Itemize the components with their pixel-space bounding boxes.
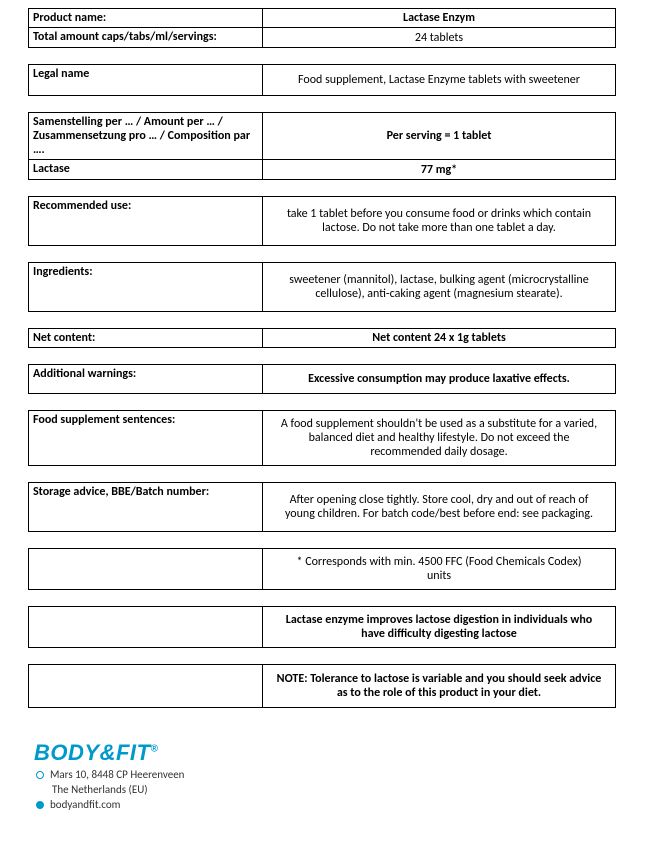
group-supplement: Food supplement sentences: A food supple…: [28, 410, 622, 466]
value-legal-name: Food supplement, Lactase Enzyme tablets …: [263, 64, 616, 96]
row-supplement: Food supplement sentences: A food supple…: [28, 410, 622, 466]
label-note-empty: [28, 664, 263, 708]
label-product-name: Product name:: [28, 8, 263, 28]
address2: The Netherlands (EU): [52, 783, 148, 796]
label-total-amount: Total amount caps/tabs/ml/servings:: [28, 28, 263, 48]
group-legal: Legal name Food supplement, Lactase Enzy…: [28, 64, 622, 96]
label-lactase: Lactase: [28, 160, 263, 180]
group-note: NOTE: Tolerance to lactose is variable a…: [28, 664, 622, 708]
value-recommended-use: take 1 tablet before you consume food or…: [263, 196, 616, 246]
row-composition: Samenstelling per … / Amount per … / Zus…: [28, 112, 622, 160]
footer-address-1: Mars 10, 8448 CP Heerenveen: [34, 768, 622, 781]
group-ingredients: Ingredients: sweetener (mannitol), lacta…: [28, 262, 622, 312]
value-benefit: Lactase enzyme improves lactose digestio…: [263, 606, 616, 648]
row-warnings: Additional warnings: Excessive consumpti…: [28, 364, 622, 394]
value-net-content: Net content 24 x 1g tablets: [263, 328, 616, 348]
label-recommended-use: Recommended use:: [28, 196, 263, 246]
registered-icon: ®: [150, 744, 158, 755]
value-total-amount: 24 tablets: [263, 28, 616, 48]
bullet-icon: [36, 771, 44, 779]
group-warnings: Additional warnings: Excessive consumpti…: [28, 364, 622, 394]
ampersand-icon: &: [100, 740, 116, 765]
footer: BODY&FIT® Mars 10, 8448 CP Heerenveen Th…: [28, 740, 622, 811]
label-warnings: Additional warnings:: [28, 364, 263, 394]
site: bodyandfit.com: [50, 798, 120, 811]
group-benefit: Lactase enzyme improves lactose digestio…: [28, 606, 622, 648]
group-use: Recommended use: take 1 tablet before yo…: [28, 196, 622, 246]
row-storage: Storage advice, BBE/Batch number: After …: [28, 482, 622, 532]
row-legal-name: Legal name Food supplement, Lactase Enzy…: [28, 64, 622, 96]
label-legal-name: Legal name: [28, 64, 263, 96]
row-product-name: Product name: Lactase Enzym: [28, 8, 622, 28]
label-supplement: Food supplement sentences:: [28, 410, 263, 466]
group-basic: Product name: Lactase Enzym Total amount…: [28, 8, 622, 48]
value-storage: After opening close tightly. Store cool,…: [263, 482, 616, 532]
bullet-filled-icon: [36, 801, 44, 809]
value-warnings: Excessive consumption may produce laxati…: [263, 364, 616, 394]
label-storage: Storage advice, BBE/Batch number:: [28, 482, 263, 532]
value-supplement: A food supplement shouldn't be used as a…: [263, 410, 616, 466]
row-total-amount: Total amount caps/tabs/ml/servings: 24 t…: [28, 28, 622, 48]
label-benefit-empty: [28, 606, 263, 648]
brand-logo: BODY&FIT®: [34, 740, 622, 766]
value-product-name: Lactase Enzym: [263, 8, 616, 28]
group-composition: Samenstelling per … / Amount per … / Zus…: [28, 112, 622, 180]
value-per-serving: Per serving = 1 tablet: [263, 112, 616, 160]
label-ingredients: Ingredients:: [28, 262, 263, 312]
row-net-content: Net content: Net content 24 x 1g tablets: [28, 328, 622, 348]
footer-address-2: The Netherlands (EU): [34, 783, 622, 796]
row-ffc: * Corresponds with min. 4500 FFC (Food C…: [28, 548, 622, 590]
value-ingredients: sweetener (mannitol), lactase, bulking a…: [263, 262, 616, 312]
group-net: Net content: Net content 24 x 1g tablets: [28, 328, 622, 348]
value-lactase: 77 mg*: [263, 160, 616, 180]
value-note: NOTE: Tolerance to lactose is variable a…: [263, 664, 616, 708]
group-storage: Storage advice, BBE/Batch number: After …: [28, 482, 622, 532]
row-ingredients: Ingredients: sweetener (mannitol), lacta…: [28, 262, 622, 312]
label-composition: Samenstelling per … / Amount per … / Zus…: [28, 112, 263, 160]
address1: Mars 10, 8448 CP Heerenveen: [50, 768, 184, 781]
label-net-content: Net content:: [28, 328, 263, 348]
brand-b: FIT: [116, 740, 151, 765]
label-ffc-empty: [28, 548, 263, 590]
row-lactase: Lactase 77 mg*: [28, 160, 622, 180]
value-ffc: * Corresponds with min. 4500 FFC (Food C…: [263, 548, 616, 590]
brand-a: BODY: [34, 740, 100, 765]
group-ffc: * Corresponds with min. 4500 FFC (Food C…: [28, 548, 622, 590]
row-note: NOTE: Tolerance to lactose is variable a…: [28, 664, 622, 708]
row-recommended-use: Recommended use: take 1 tablet before yo…: [28, 196, 622, 246]
row-benefit: Lactase enzyme improves lactose digestio…: [28, 606, 622, 648]
footer-site: bodyandfit.com: [34, 798, 622, 811]
